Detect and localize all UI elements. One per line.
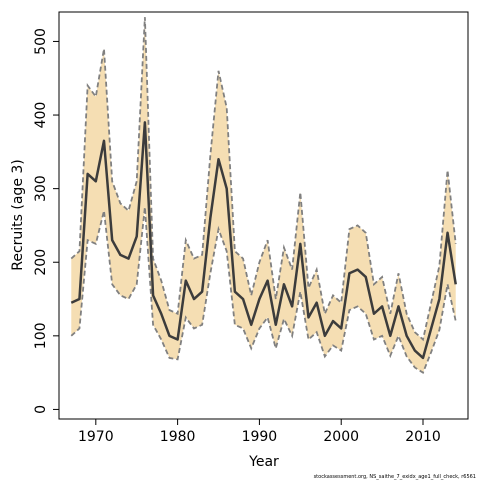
y-tick-label: 400 — [33, 102, 49, 129]
y-tick-label: 300 — [33, 175, 49, 202]
y-tick-label: 200 — [33, 249, 49, 276]
x-tick-label: 1990 — [242, 429, 278, 445]
y-tick-label: 0 — [33, 405, 49, 414]
confidence-band-fill — [71, 17, 456, 373]
y-axis-label: Recruits (age 3) — [10, 159, 26, 271]
y-tick-label: 100 — [33, 322, 49, 349]
estimate-line-layer — [70, 121, 457, 360]
x-tick-label: 1970 — [78, 429, 114, 445]
x-axis: 1970 1980 1990 2000 2010 — [78, 419, 441, 445]
credit-annotation: stockassessment.org, NS_saithe_7_exidx_a… — [314, 474, 476, 480]
x-axis-label: Year — [248, 454, 279, 470]
plot-frame — [58, 11, 469, 420]
y-axis: 0 100 200 300 400 500 — [33, 28, 59, 414]
x-tick-label: 1980 — [160, 429, 196, 445]
upper-bound-line — [70, 17, 457, 342]
x-tick-label: 2010 — [405, 429, 441, 445]
lower-bound-line — [70, 206, 457, 374]
confidence-band-layer — [70, 17, 457, 374]
estimate-line — [70, 121, 457, 360]
x-tick-label: 2000 — [323, 429, 359, 445]
y-tick-label: 500 — [33, 28, 49, 55]
